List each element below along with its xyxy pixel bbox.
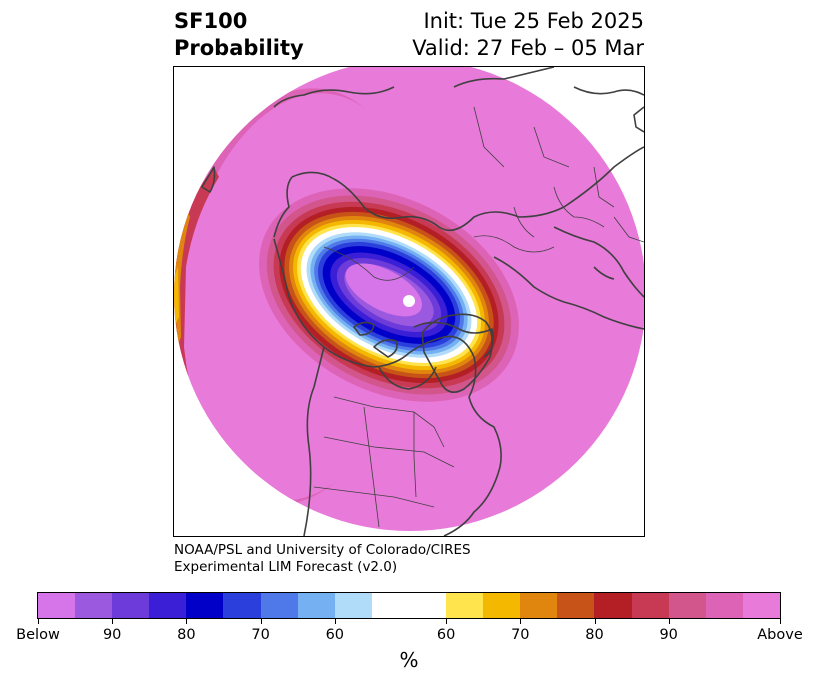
- colorbar-segment: [334, 593, 372, 618]
- colorbar-tick: [780, 619, 781, 624]
- variable-title: SF100: [174, 9, 248, 33]
- coastlines: [201, 67, 644, 536]
- colorbar-tick-label: Above: [757, 627, 803, 643]
- colorbar-segment: [631, 593, 669, 618]
- colorbar-unit: %: [399, 648, 419, 672]
- colorbar-tick-label: 60: [325, 627, 345, 643]
- colorbar-segment: [112, 593, 150, 618]
- colorbar-segment: [371, 593, 447, 618]
- colorbar-tick: [260, 619, 262, 624]
- credit-text: NOAA/PSL and University of Colorado/CIRE…: [174, 542, 471, 576]
- colorbar-tick-label: Below: [16, 627, 60, 643]
- colorbar-segment: [297, 593, 335, 618]
- colorbar-tick-label: 90: [659, 627, 678, 643]
- init-date: Init: Tue 25 Feb 2025: [423, 9, 644, 33]
- colorbar-segment: [742, 593, 780, 618]
- credit-line-1: NOAA/PSL and University of Colorado/CIRE…: [174, 542, 471, 558]
- colorbar-tick: [668, 619, 670, 624]
- forecast-map: [173, 66, 645, 537]
- country-borders: [313, 106, 644, 528]
- colorbar-tick-label: 70: [251, 627, 270, 643]
- colorbar-segment: [186, 593, 224, 618]
- colorbar-segment: [668, 593, 706, 618]
- title-right: Init: Tue 25 Feb 2025 Valid: 27 Feb – 05…: [412, 8, 644, 62]
- title-left: SF100 Probability: [174, 8, 304, 62]
- colorbar-segment: [557, 593, 595, 618]
- colorbar-tick-label: 60: [436, 627, 456, 643]
- colorbar-tick: [334, 619, 336, 624]
- colorbar-tick-label: 80: [585, 627, 604, 643]
- colorbar-tick: [446, 619, 448, 624]
- colorbar-tick: [594, 619, 596, 624]
- colorbar-segment: [38, 593, 76, 618]
- colorbar-tick-label: 90: [102, 627, 122, 643]
- colorbar-tick: [112, 619, 114, 624]
- colorbar-segment: [594, 593, 632, 618]
- colorbar-segment: [75, 593, 113, 618]
- colorbar-tick: [520, 619, 522, 624]
- colorbar-tick-label: 80: [177, 627, 196, 643]
- colorbar-tick: [186, 619, 188, 624]
- variable-subtitle: Probability: [174, 36, 304, 60]
- colorbar-segment: [223, 593, 261, 618]
- colorbar-tick-label: 70: [511, 627, 530, 643]
- colorbar-segment: [149, 593, 187, 618]
- colorbar-segment: [705, 593, 743, 618]
- colorbar-segment: [260, 593, 298, 618]
- valid-period: Valid: 27 Feb – 05 Mar: [412, 36, 644, 60]
- credit-line-2: Experimental LIM Forecast (v2.0): [174, 559, 398, 575]
- colorbar-tick: [38, 619, 39, 624]
- colorbar-segment: [520, 593, 558, 618]
- colorbar-segment: [483, 593, 521, 618]
- map-canvas: [174, 67, 644, 536]
- colorbar-segment: [446, 593, 484, 618]
- pole-hole: [403, 295, 415, 307]
- colorbar: [37, 592, 781, 619]
